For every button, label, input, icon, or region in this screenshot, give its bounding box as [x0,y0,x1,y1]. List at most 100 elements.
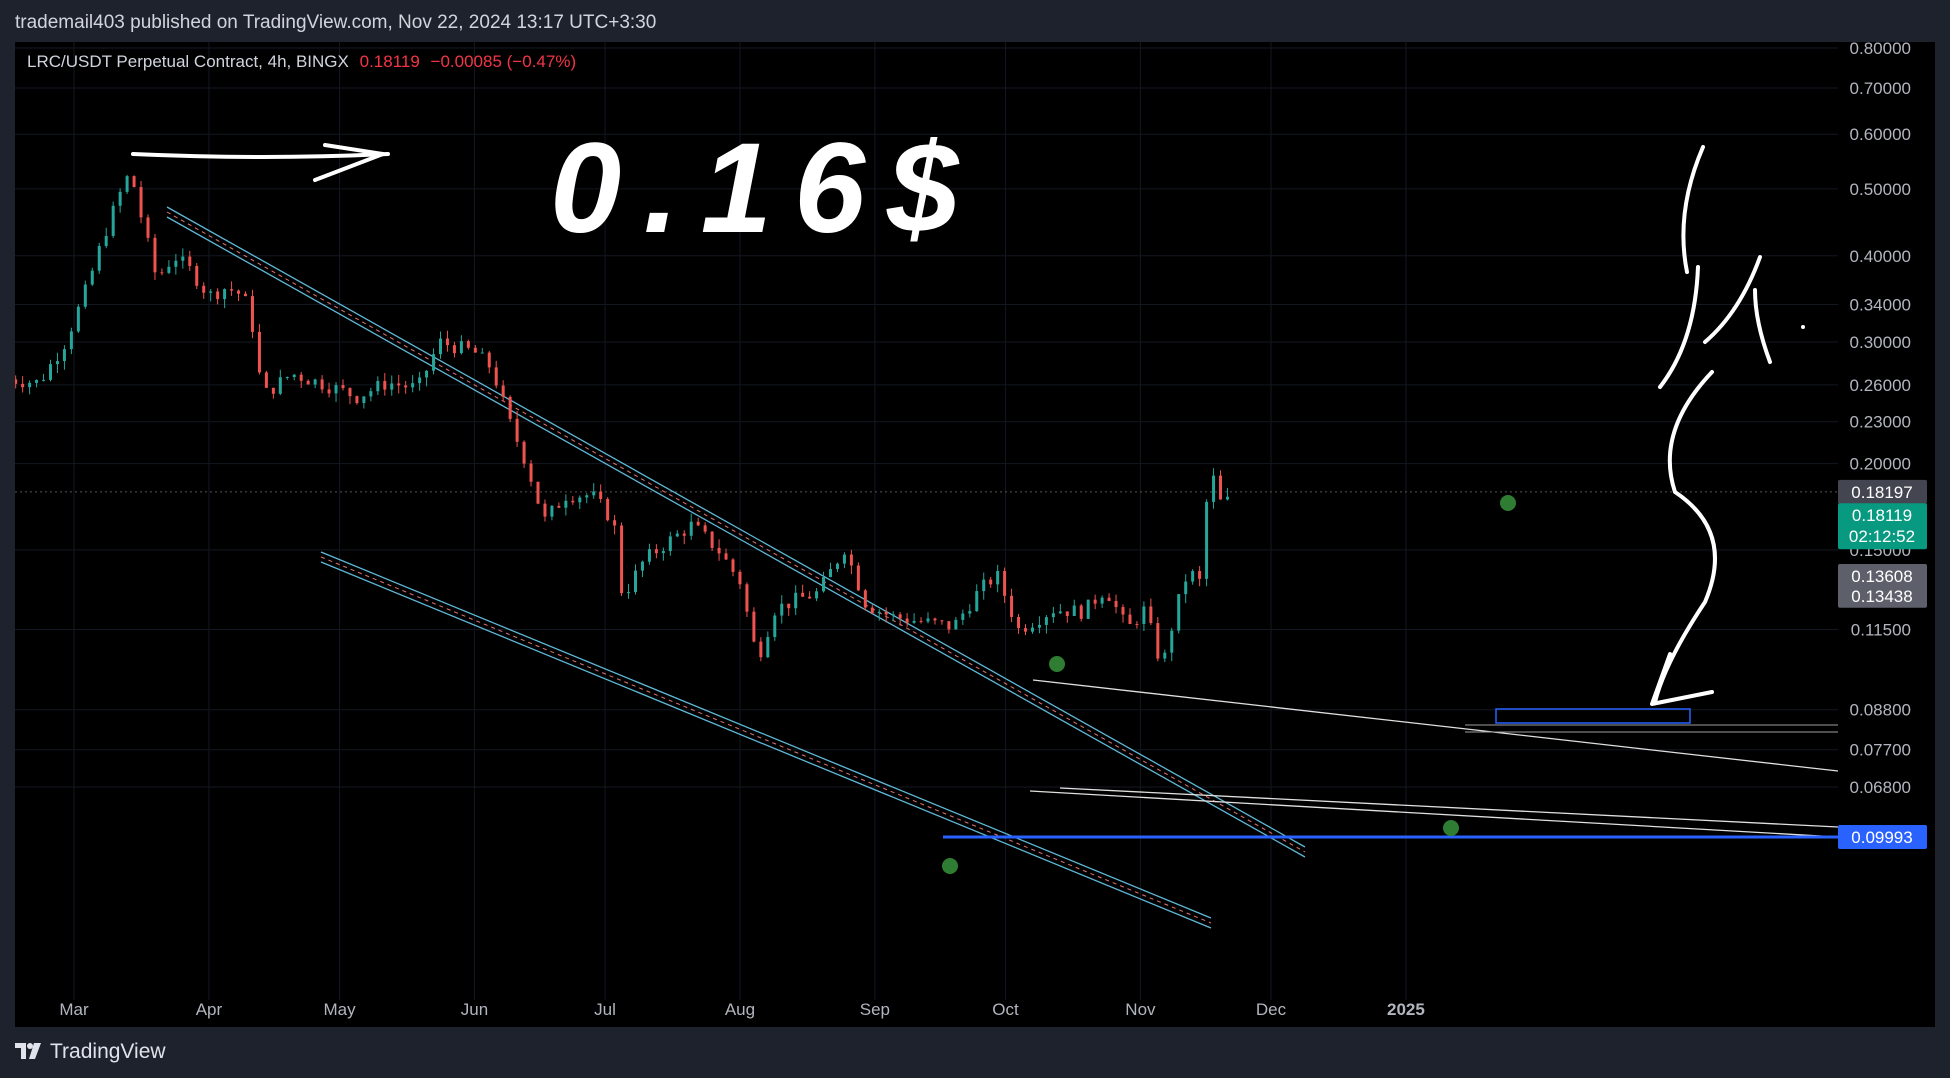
candle-body [1177,594,1181,631]
candle-body [647,549,651,562]
price-axis[interactable]: 0.80000 0.70000 0.60000 0.50000 0.40000 0.340… [1850,42,1911,797]
chart-panel[interactable]: 0.16$ 0.80000 0.70000 0.60000 0.50000 0.4000… [15,42,1935,1027]
upper-channel-upper [166,206,1306,848]
price-chart[interactable]: 0.16$ 0.80000 0.70000 0.60000 0.50000 0.4000… [15,42,1935,1027]
candle-body [195,265,199,286]
candle-body [1225,496,1229,500]
candle-body [390,383,394,390]
candle-body [599,491,603,499]
wedge-bottom [1059,787,1839,828]
candle-body [487,352,491,368]
candle-body [237,290,241,294]
candle-body [299,374,303,381]
candle-body [842,554,846,564]
hand-curve-arrow [1653,145,1772,704]
chart-grid [15,42,1838,1000]
candle-body [620,525,624,594]
candle-body [473,347,477,353]
candle-body [940,620,944,622]
candle-body [654,549,658,554]
candle-body [731,559,735,572]
candle-body [1121,607,1125,615]
candle-body [640,561,644,571]
candle-body [592,491,596,496]
candle-body [634,570,638,593]
candle-body [48,364,52,380]
candle-body [1093,599,1097,604]
candle-body [1184,581,1188,595]
candle-body [15,379,18,384]
candle-body [104,235,108,247]
tradingview-logo-icon[interactable] [15,1041,45,1061]
candle-body [411,383,415,388]
candle-body [975,591,979,612]
candle-body [905,618,909,623]
candle-body [1156,623,1160,659]
trend-lines[interactable] [166,206,1839,929]
candle-body [557,505,561,508]
candle-body [139,187,143,218]
candle-body [35,379,39,383]
candle-body [835,563,839,570]
lower-channel-lower [320,561,1212,929]
candle-body [794,592,798,609]
candle-body [808,596,812,599]
candle-body [891,614,895,616]
candle-body [1191,571,1195,582]
publish-info: trademail403 published on TradingView.co… [15,12,657,33]
candle-body [606,498,610,521]
price-tick-label: 0.40000 [1850,247,1911,266]
candle-body [42,379,46,381]
candle-body [829,569,833,578]
candle-body [759,641,763,658]
candle-body [501,385,505,397]
candle-body [536,481,540,504]
candle-body [1135,623,1139,625]
candle-body [257,331,261,373]
candle-body [1114,600,1118,608]
candle-body [710,531,714,548]
price-tag-label: 0.13438 [1851,587,1912,606]
candle-body [334,385,338,394]
time-tick-label: Oct [992,1000,1019,1019]
time-tick-label: 2025 [1387,1000,1425,1019]
candle-body [369,391,373,397]
price-tick-label: 0.50000 [1850,180,1911,199]
candle-body [306,380,310,385]
candle-body [919,620,923,622]
candle-body [1128,614,1132,624]
candle-body [76,306,80,332]
time-tick-label: Aug [725,1000,755,1019]
candle-body [348,388,352,397]
hand-curve-arrowhead [1650,652,1714,706]
candle-body [1037,624,1041,628]
candle-body [947,621,951,630]
price-tick-label: 0.20000 [1850,455,1911,474]
candle-body [230,289,234,291]
candle-body [188,256,192,266]
candle-body [55,361,59,365]
candle-body [223,289,227,300]
candle-body [682,533,686,536]
hand-arrow-head [313,143,385,182]
candle-body [668,536,672,552]
candle-body [418,377,422,384]
candle-body [264,372,268,388]
candle-body [968,611,972,614]
time-tick-label: May [323,1000,356,1019]
price-tag-label: 0.18197 [1851,483,1912,502]
price-tick-label: 0.11500 [1851,620,1911,639]
time-axis[interactable]: Mar Apr May Jun Jul Aug Sep Oct Nov Dec 2025 [59,1000,1424,1019]
candle-body [271,387,275,394]
price-tick-label: 0.23000 [1850,413,1911,432]
candle-body [320,379,324,390]
candle-body [21,383,25,388]
price-tag-bg [1838,503,1927,550]
time-tick-label: Jun [461,1000,488,1019]
tradingview-brand[interactable]: TradingView [50,1040,166,1063]
symbol-title: LRC/USDT Perpetual Contract, 4h, BINGX [27,52,349,71]
candle-body [961,613,965,620]
price-tag-bg [1838,564,1927,589]
candle-body [362,396,366,404]
time-tick-label: Sep [860,1000,890,1019]
